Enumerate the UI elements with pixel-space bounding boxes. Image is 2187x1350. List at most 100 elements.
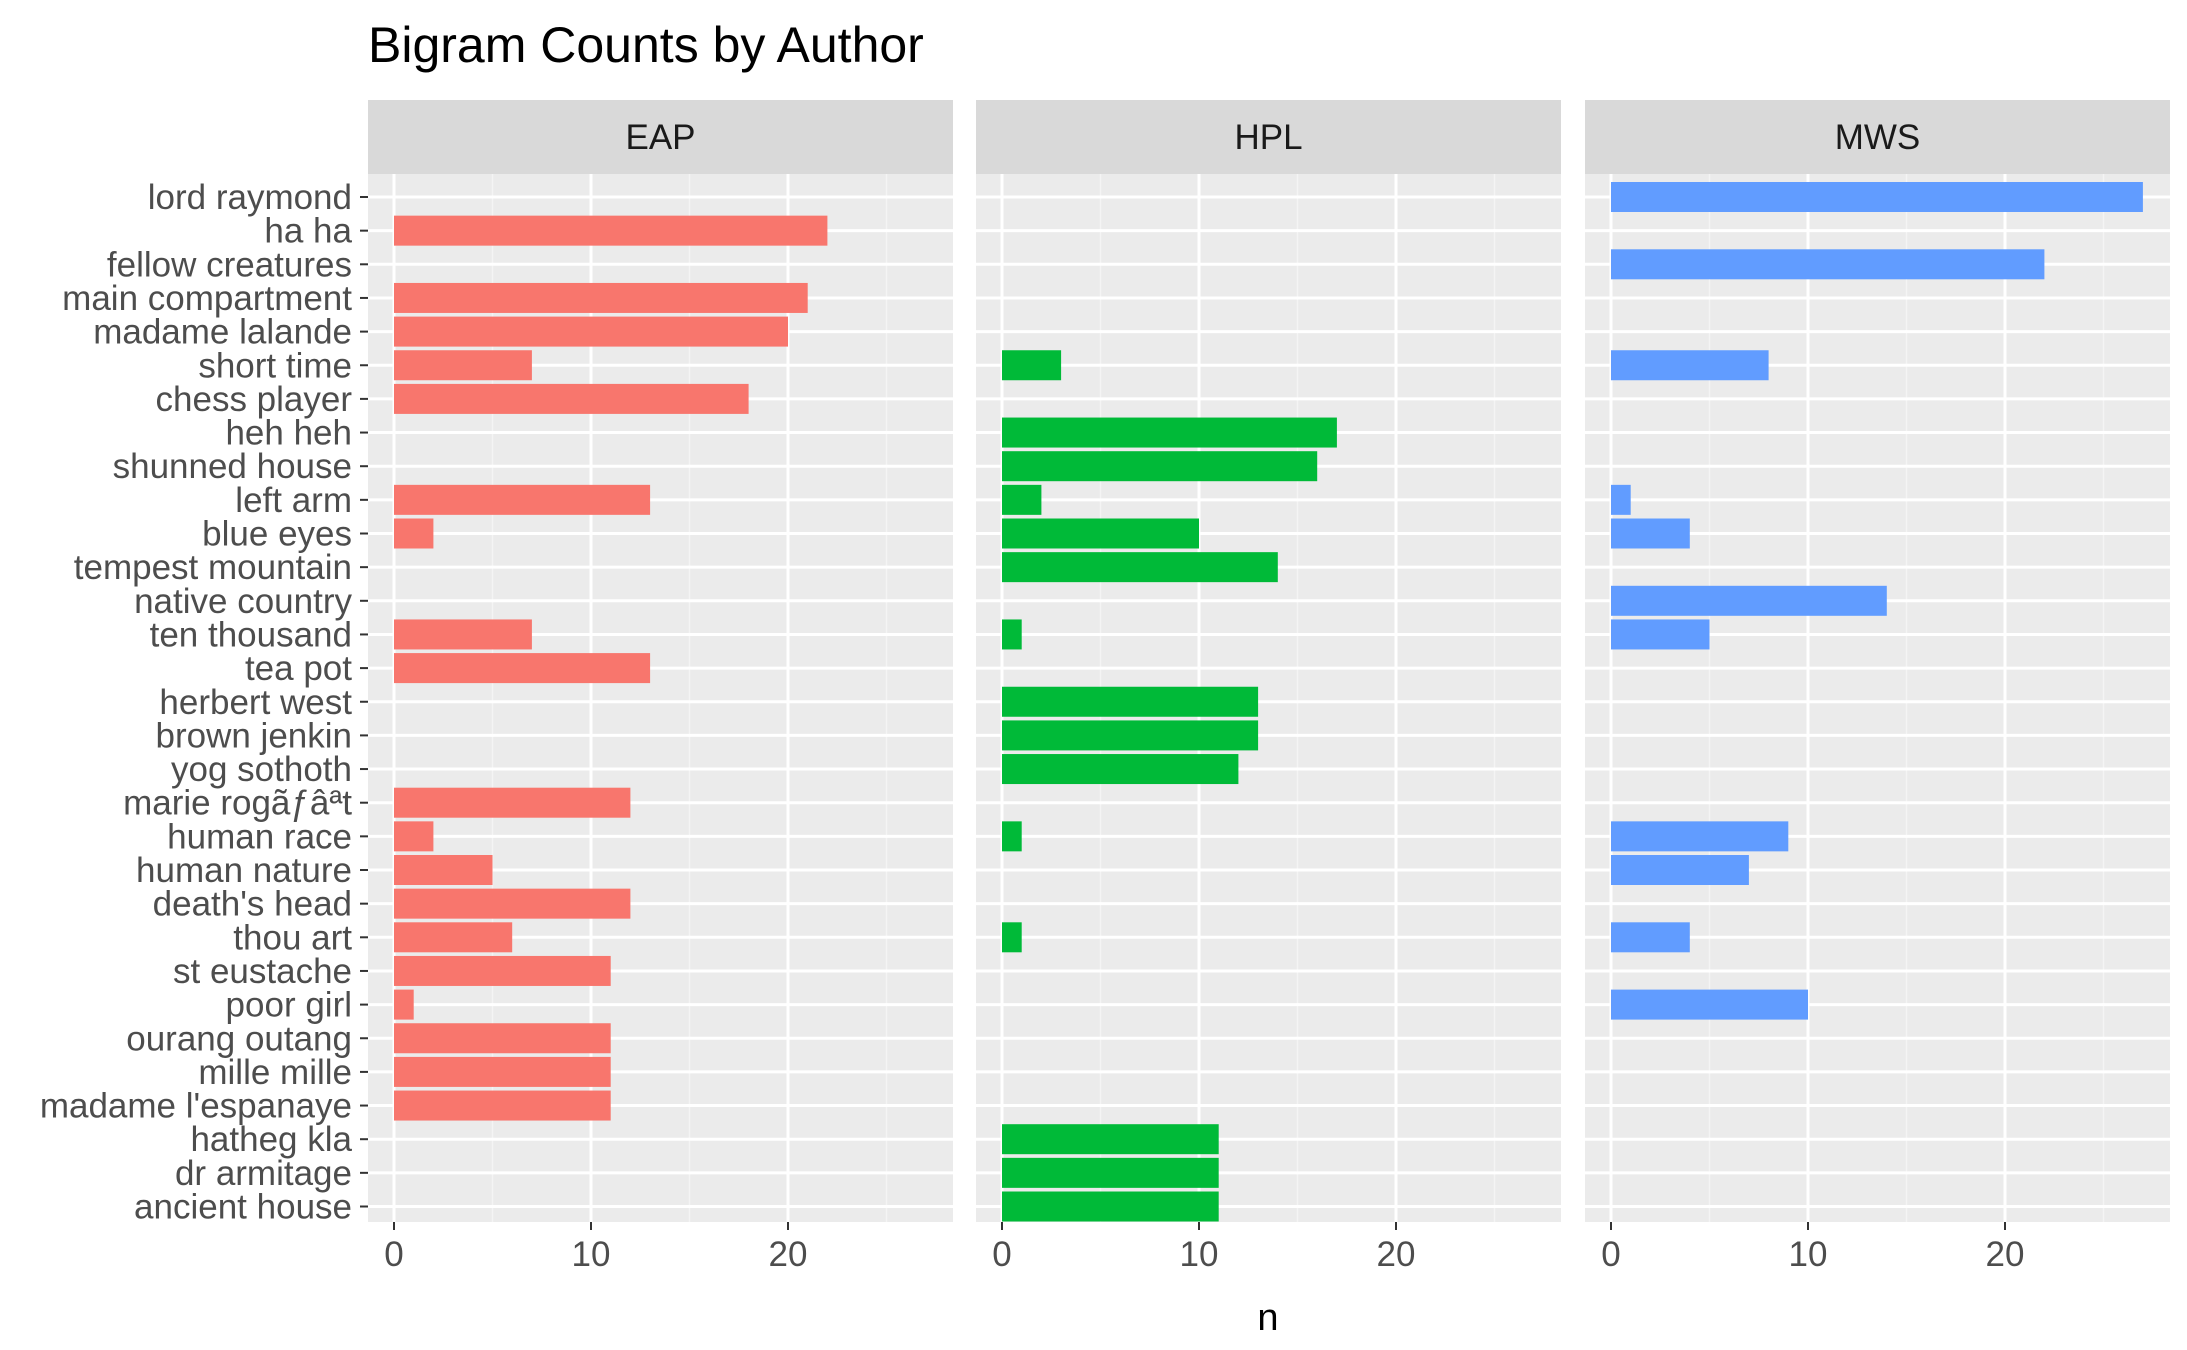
bar-eap	[394, 282, 808, 313]
y-tick-label: main compartment	[62, 279, 352, 318]
bar-hpl	[1002, 417, 1337, 448]
bar-eap	[394, 1056, 611, 1087]
bar-eap	[394, 484, 651, 515]
bar-eap	[394, 1023, 611, 1054]
bar-eap	[394, 787, 631, 818]
x-tick-label: 0	[992, 1235, 1011, 1274]
bar-hpl	[1002, 451, 1318, 482]
y-tick-label: ancient house	[134, 1188, 352, 1227]
y-tick-label: shunned house	[113, 447, 352, 486]
bar-mws	[1611, 350, 1769, 381]
x-tick-label: 20	[1377, 1235, 1416, 1274]
y-tick-label: human nature	[136, 851, 352, 890]
x-tick-label: 20	[769, 1235, 808, 1274]
y-tick-label: death's head	[153, 885, 352, 924]
facet-strip-label: EAP	[625, 118, 695, 157]
bar-eap	[394, 1090, 611, 1121]
bar-eap	[394, 316, 788, 347]
bar-eap	[394, 383, 749, 414]
bar-mws	[1611, 855, 1749, 885]
facet-strip	[1585, 100, 2170, 174]
bar-mws	[1611, 518, 1690, 549]
facet-panel-hpl: HPL 0 10 20	[976, 100, 1561, 1274]
y-tick-label: ten thousand	[150, 615, 352, 654]
y-tick-label: brown jenkin	[156, 716, 353, 755]
bar-mws	[1611, 619, 1710, 650]
bar-hpl	[1002, 1157, 1219, 1188]
bar-mws	[1611, 989, 1808, 1020]
bar-eap	[394, 350, 532, 381]
y-tick-label: human race	[167, 817, 352, 856]
y-tick-label: hatheg kla	[190, 1120, 352, 1159]
y-tick-label: ourang outang	[126, 1019, 352, 1058]
y-tick-label: mille mille	[198, 1053, 352, 1092]
facet-strip-label: MWS	[1835, 118, 1921, 157]
bar-eap	[394, 215, 828, 246]
y-tick-label: blue eyes	[202, 515, 352, 554]
y-tick-label: yog sothoth	[171, 750, 352, 789]
y-tick-label: lord raymond	[148, 178, 352, 217]
bar-hpl	[1002, 484, 1042, 515]
y-tick-label: heh heh	[225, 414, 352, 453]
bar-eap	[394, 653, 651, 684]
y-tick-label: fellow creatures	[107, 245, 352, 284]
bar-eap	[394, 922, 513, 953]
bar-hpl	[1002, 552, 1278, 583]
bar-mws	[1611, 484, 1631, 515]
y-tick-label: herbert west	[159, 683, 352, 722]
bar-hpl	[1002, 686, 1259, 717]
bar-hpl	[1002, 821, 1022, 852]
bar-eap	[394, 989, 414, 1020]
x-tick-label: 0	[384, 1235, 403, 1274]
y-tick-label: madame lalande	[93, 313, 352, 352]
bar-mws	[1611, 585, 1887, 616]
panel-background	[1585, 174, 2170, 1222]
bar-eap	[394, 888, 631, 919]
facet-panels: EAP 0 10 20 HPL 0 10 20 MWS 0 10 20	[368, 100, 2170, 1274]
y-tick-label: dr armitage	[175, 1154, 352, 1193]
x-tick-label: 0	[1601, 1235, 1620, 1274]
x-tick-label: 10	[1789, 1235, 1828, 1274]
y-tick-label: tempest mountain	[74, 548, 352, 587]
y-tick-label: short time	[198, 346, 352, 385]
bar-eap	[394, 855, 493, 885]
y-tick-label: marie rogãƒâªt	[123, 784, 352, 823]
x-tick-label: 10	[572, 1235, 611, 1274]
facet-panel-eap: EAP 0 10 20	[368, 100, 953, 1274]
x-axis-title: n	[1257, 1297, 1278, 1339]
facet-strip	[976, 100, 1561, 174]
bar-hpl	[1002, 619, 1022, 650]
x-tick-label: 20	[1986, 1235, 2025, 1274]
y-tick-label: poor girl	[226, 986, 352, 1025]
bar-hpl	[1002, 1191, 1219, 1222]
x-tick-label: 10	[1180, 1235, 1219, 1274]
bar-mws	[1611, 922, 1690, 953]
bar-hpl	[1002, 922, 1022, 953]
bar-eap	[394, 518, 434, 549]
y-tick-label: ha ha	[264, 212, 352, 251]
facet-strip-label: HPL	[1234, 118, 1302, 157]
facet-strip	[368, 100, 953, 174]
y-tick-label: chess player	[156, 380, 353, 419]
bar-mws	[1611, 821, 1789, 852]
bar-hpl	[1002, 1124, 1219, 1155]
bar-eap	[394, 955, 611, 986]
bar-hpl	[1002, 720, 1259, 751]
chart-title: Bigram Counts by Author	[368, 17, 924, 73]
y-tick-label: tea pot	[245, 649, 352, 688]
facet-panel-mws: MWS 0 10 20	[1585, 100, 2170, 1274]
bar-eap	[394, 821, 434, 852]
bar-hpl	[1002, 754, 1239, 785]
bar-hpl	[1002, 518, 1199, 549]
y-tick-label: native country	[134, 582, 352, 621]
y-tick-label: thou art	[233, 918, 352, 957]
bar-hpl	[1002, 350, 1062, 381]
bar-mws	[1611, 249, 2045, 280]
y-tick-label: st eustache	[173, 952, 352, 991]
y-tick-label: left arm	[235, 481, 352, 520]
bar-eap	[394, 619, 532, 650]
y-tick-label: madame l'espanaye	[40, 1087, 352, 1126]
bar-mws	[1611, 182, 2143, 212]
